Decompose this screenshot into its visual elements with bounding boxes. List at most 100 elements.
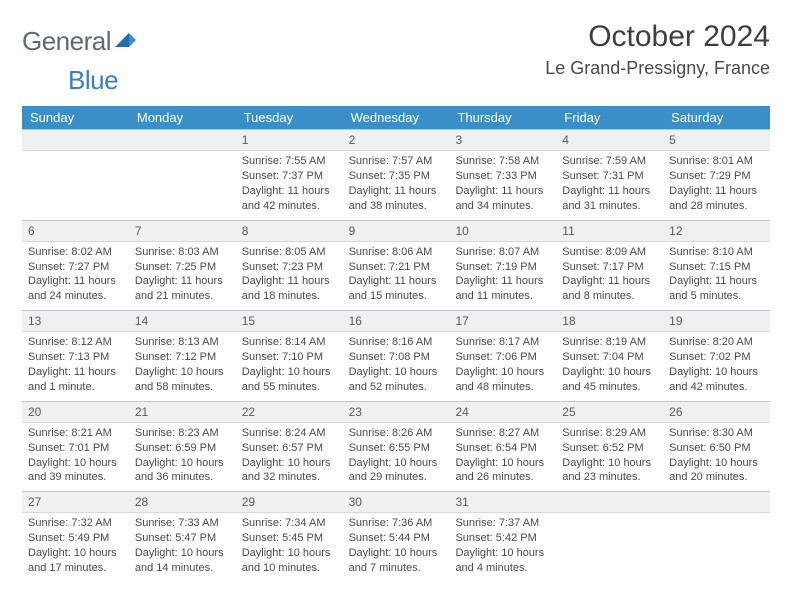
day-content: Sunrise: 8:27 AMSunset: 6:54 PMDaylight:… — [449, 423, 556, 491]
day-cell: 7Sunrise: 8:03 AMSunset: 7:25 PMDaylight… — [129, 220, 236, 311]
day-cell: 2Sunrise: 7:57 AMSunset: 7:35 PMDaylight… — [343, 129, 450, 220]
sunrise-text: Sunrise: 8:16 AM — [349, 335, 444, 350]
day-cell — [663, 491, 770, 582]
day-content: Sunrise: 8:24 AMSunset: 6:57 PMDaylight:… — [236, 423, 343, 491]
day-content: Sunrise: 8:07 AMSunset: 7:19 PMDaylight:… — [449, 242, 556, 310]
daylight-text: Daylight: 11 hours and 11 minutes. — [455, 274, 550, 304]
day-number: 13 — [22, 310, 129, 332]
sunset-text: Sunset: 5:44 PM — [349, 531, 444, 546]
sunrise-text: Sunrise: 7:32 AM — [28, 516, 123, 531]
brand-logo: General — [22, 26, 139, 57]
sunrise-text: Sunrise: 8:26 AM — [349, 426, 444, 441]
daylight-text: Daylight: 11 hours and 8 minutes. — [562, 274, 657, 304]
day-content: Sunrise: 8:13 AMSunset: 7:12 PMDaylight:… — [129, 332, 236, 400]
sunset-text: Sunset: 7:29 PM — [669, 169, 764, 184]
week-row: 27Sunrise: 7:32 AMSunset: 5:49 PMDayligh… — [22, 491, 770, 582]
day-content: Sunrise: 7:34 AMSunset: 5:45 PMDaylight:… — [236, 513, 343, 581]
sunset-text: Sunset: 6:50 PM — [669, 441, 764, 456]
day-number: 18 — [556, 310, 663, 332]
day-number: 22 — [236, 401, 343, 423]
daylight-text: Daylight: 10 hours and 48 minutes. — [455, 365, 550, 395]
day-content: Sunrise: 7:33 AMSunset: 5:47 PMDaylight:… — [129, 513, 236, 581]
daylight-text: Daylight: 10 hours and 26 minutes. — [455, 456, 550, 486]
week-row: 13Sunrise: 8:12 AMSunset: 7:13 PMDayligh… — [22, 310, 770, 401]
daylight-text: Daylight: 11 hours and 24 minutes. — [28, 274, 123, 304]
sunset-text: Sunset: 7:06 PM — [455, 350, 550, 365]
sunrise-text: Sunrise: 8:05 AM — [242, 245, 337, 260]
daylight-text: Daylight: 10 hours and 14 minutes. — [135, 546, 230, 576]
sunset-text: Sunset: 7:08 PM — [349, 350, 444, 365]
day-cell: 10Sunrise: 8:07 AMSunset: 7:19 PMDayligh… — [449, 220, 556, 311]
day-number: 2 — [343, 129, 450, 151]
week-row: 1Sunrise: 7:55 AMSunset: 7:37 PMDaylight… — [22, 129, 770, 220]
sunrise-text: Sunrise: 8:20 AM — [669, 335, 764, 350]
day-content: Sunrise: 8:21 AMSunset: 7:01 PMDaylight:… — [22, 423, 129, 491]
daylight-text: Daylight: 10 hours and 45 minutes. — [562, 365, 657, 395]
daylight-text: Daylight: 10 hours and 55 minutes. — [242, 365, 337, 395]
daylight-text: Daylight: 11 hours and 1 minute. — [28, 365, 123, 395]
sunset-text: Sunset: 7:17 PM — [562, 260, 657, 275]
sunrise-text: Sunrise: 8:27 AM — [455, 426, 550, 441]
day-cell: 18Sunrise: 8:19 AMSunset: 7:04 PMDayligh… — [556, 310, 663, 401]
daylight-text: Daylight: 11 hours and 31 minutes. — [562, 184, 657, 214]
sunset-text: Sunset: 7:27 PM — [28, 260, 123, 275]
sunset-text: Sunset: 7:12 PM — [135, 350, 230, 365]
day-cell — [556, 491, 663, 582]
brand-text-1: General — [22, 26, 111, 57]
sunset-text: Sunset: 7:23 PM — [242, 260, 337, 275]
day-number: 24 — [449, 401, 556, 423]
day-cell: 24Sunrise: 8:27 AMSunset: 6:54 PMDayligh… — [449, 401, 556, 492]
day-content: Sunrise: 8:14 AMSunset: 7:10 PMDaylight:… — [236, 332, 343, 400]
daylight-text: Daylight: 11 hours and 18 minutes. — [242, 274, 337, 304]
day-content: Sunrise: 7:55 AMSunset: 7:37 PMDaylight:… — [236, 151, 343, 219]
day-number — [129, 129, 236, 151]
day-number: 1 — [236, 129, 343, 151]
day-content: Sunrise: 7:59 AMSunset: 7:31 PMDaylight:… — [556, 151, 663, 219]
daylight-text: Daylight: 10 hours and 58 minutes. — [135, 365, 230, 395]
sunset-text: Sunset: 7:21 PM — [349, 260, 444, 275]
day-content: Sunrise: 8:09 AMSunset: 7:17 PMDaylight:… — [556, 242, 663, 310]
day-cell: 5Sunrise: 8:01 AMSunset: 7:29 PMDaylight… — [663, 129, 770, 220]
day-cell: 25Sunrise: 8:29 AMSunset: 6:52 PMDayligh… — [556, 401, 663, 492]
weekday-label: Tuesday — [236, 106, 343, 129]
sunrise-text: Sunrise: 7:33 AM — [135, 516, 230, 531]
weekday-label: Sunday — [22, 106, 129, 129]
sunset-text: Sunset: 7:01 PM — [28, 441, 123, 456]
weekday-label: Wednesday — [343, 106, 450, 129]
day-number: 9 — [343, 220, 450, 242]
sunset-text: Sunset: 7:13 PM — [28, 350, 123, 365]
month-title: October 2024 — [545, 20, 770, 54]
daylight-text: Daylight: 10 hours and 17 minutes. — [28, 546, 123, 576]
sunset-text: Sunset: 6:55 PM — [349, 441, 444, 456]
day-number: 5 — [663, 129, 770, 151]
weekday-label: Saturday — [663, 106, 770, 129]
day-content: Sunrise: 7:32 AMSunset: 5:49 PMDaylight:… — [22, 513, 129, 581]
sunrise-text: Sunrise: 7:34 AM — [242, 516, 337, 531]
daylight-text: Daylight: 10 hours and 20 minutes. — [669, 456, 764, 486]
sunset-text: Sunset: 7:10 PM — [242, 350, 337, 365]
day-number: 31 — [449, 491, 556, 513]
daylight-text: Daylight: 10 hours and 4 minutes. — [455, 546, 550, 576]
day-cell: 30Sunrise: 7:36 AMSunset: 5:44 PMDayligh… — [343, 491, 450, 582]
day-number: 4 — [556, 129, 663, 151]
day-content: Sunrise: 7:58 AMSunset: 7:33 PMDaylight:… — [449, 151, 556, 219]
day-content: Sunrise: 8:26 AMSunset: 6:55 PMDaylight:… — [343, 423, 450, 491]
day-number — [22, 129, 129, 151]
day-cell: 4Sunrise: 7:59 AMSunset: 7:31 PMDaylight… — [556, 129, 663, 220]
sunrise-text: Sunrise: 8:10 AM — [669, 245, 764, 260]
day-number: 25 — [556, 401, 663, 423]
day-cell: 20Sunrise: 8:21 AMSunset: 7:01 PMDayligh… — [22, 401, 129, 492]
sunrise-text: Sunrise: 8:14 AM — [242, 335, 337, 350]
sunrise-text: Sunrise: 7:59 AM — [562, 154, 657, 169]
daylight-text: Daylight: 10 hours and 29 minutes. — [349, 456, 444, 486]
daylight-text: Daylight: 11 hours and 21 minutes. — [135, 274, 230, 304]
sunset-text: Sunset: 7:31 PM — [562, 169, 657, 184]
daylight-text: Daylight: 10 hours and 42 minutes. — [669, 365, 764, 395]
day-content: Sunrise: 8:05 AMSunset: 7:23 PMDaylight:… — [236, 242, 343, 310]
day-cell: 23Sunrise: 8:26 AMSunset: 6:55 PMDayligh… — [343, 401, 450, 492]
title-block: October 2024 Le Grand-Pressigny, France — [545, 20, 770, 79]
sunrise-text: Sunrise: 8:24 AM — [242, 426, 337, 441]
day-content: Sunrise: 8:17 AMSunset: 7:06 PMDaylight:… — [449, 332, 556, 400]
daylight-text: Daylight: 10 hours and 52 minutes. — [349, 365, 444, 395]
daylight-text: Daylight: 11 hours and 42 minutes. — [242, 184, 337, 214]
